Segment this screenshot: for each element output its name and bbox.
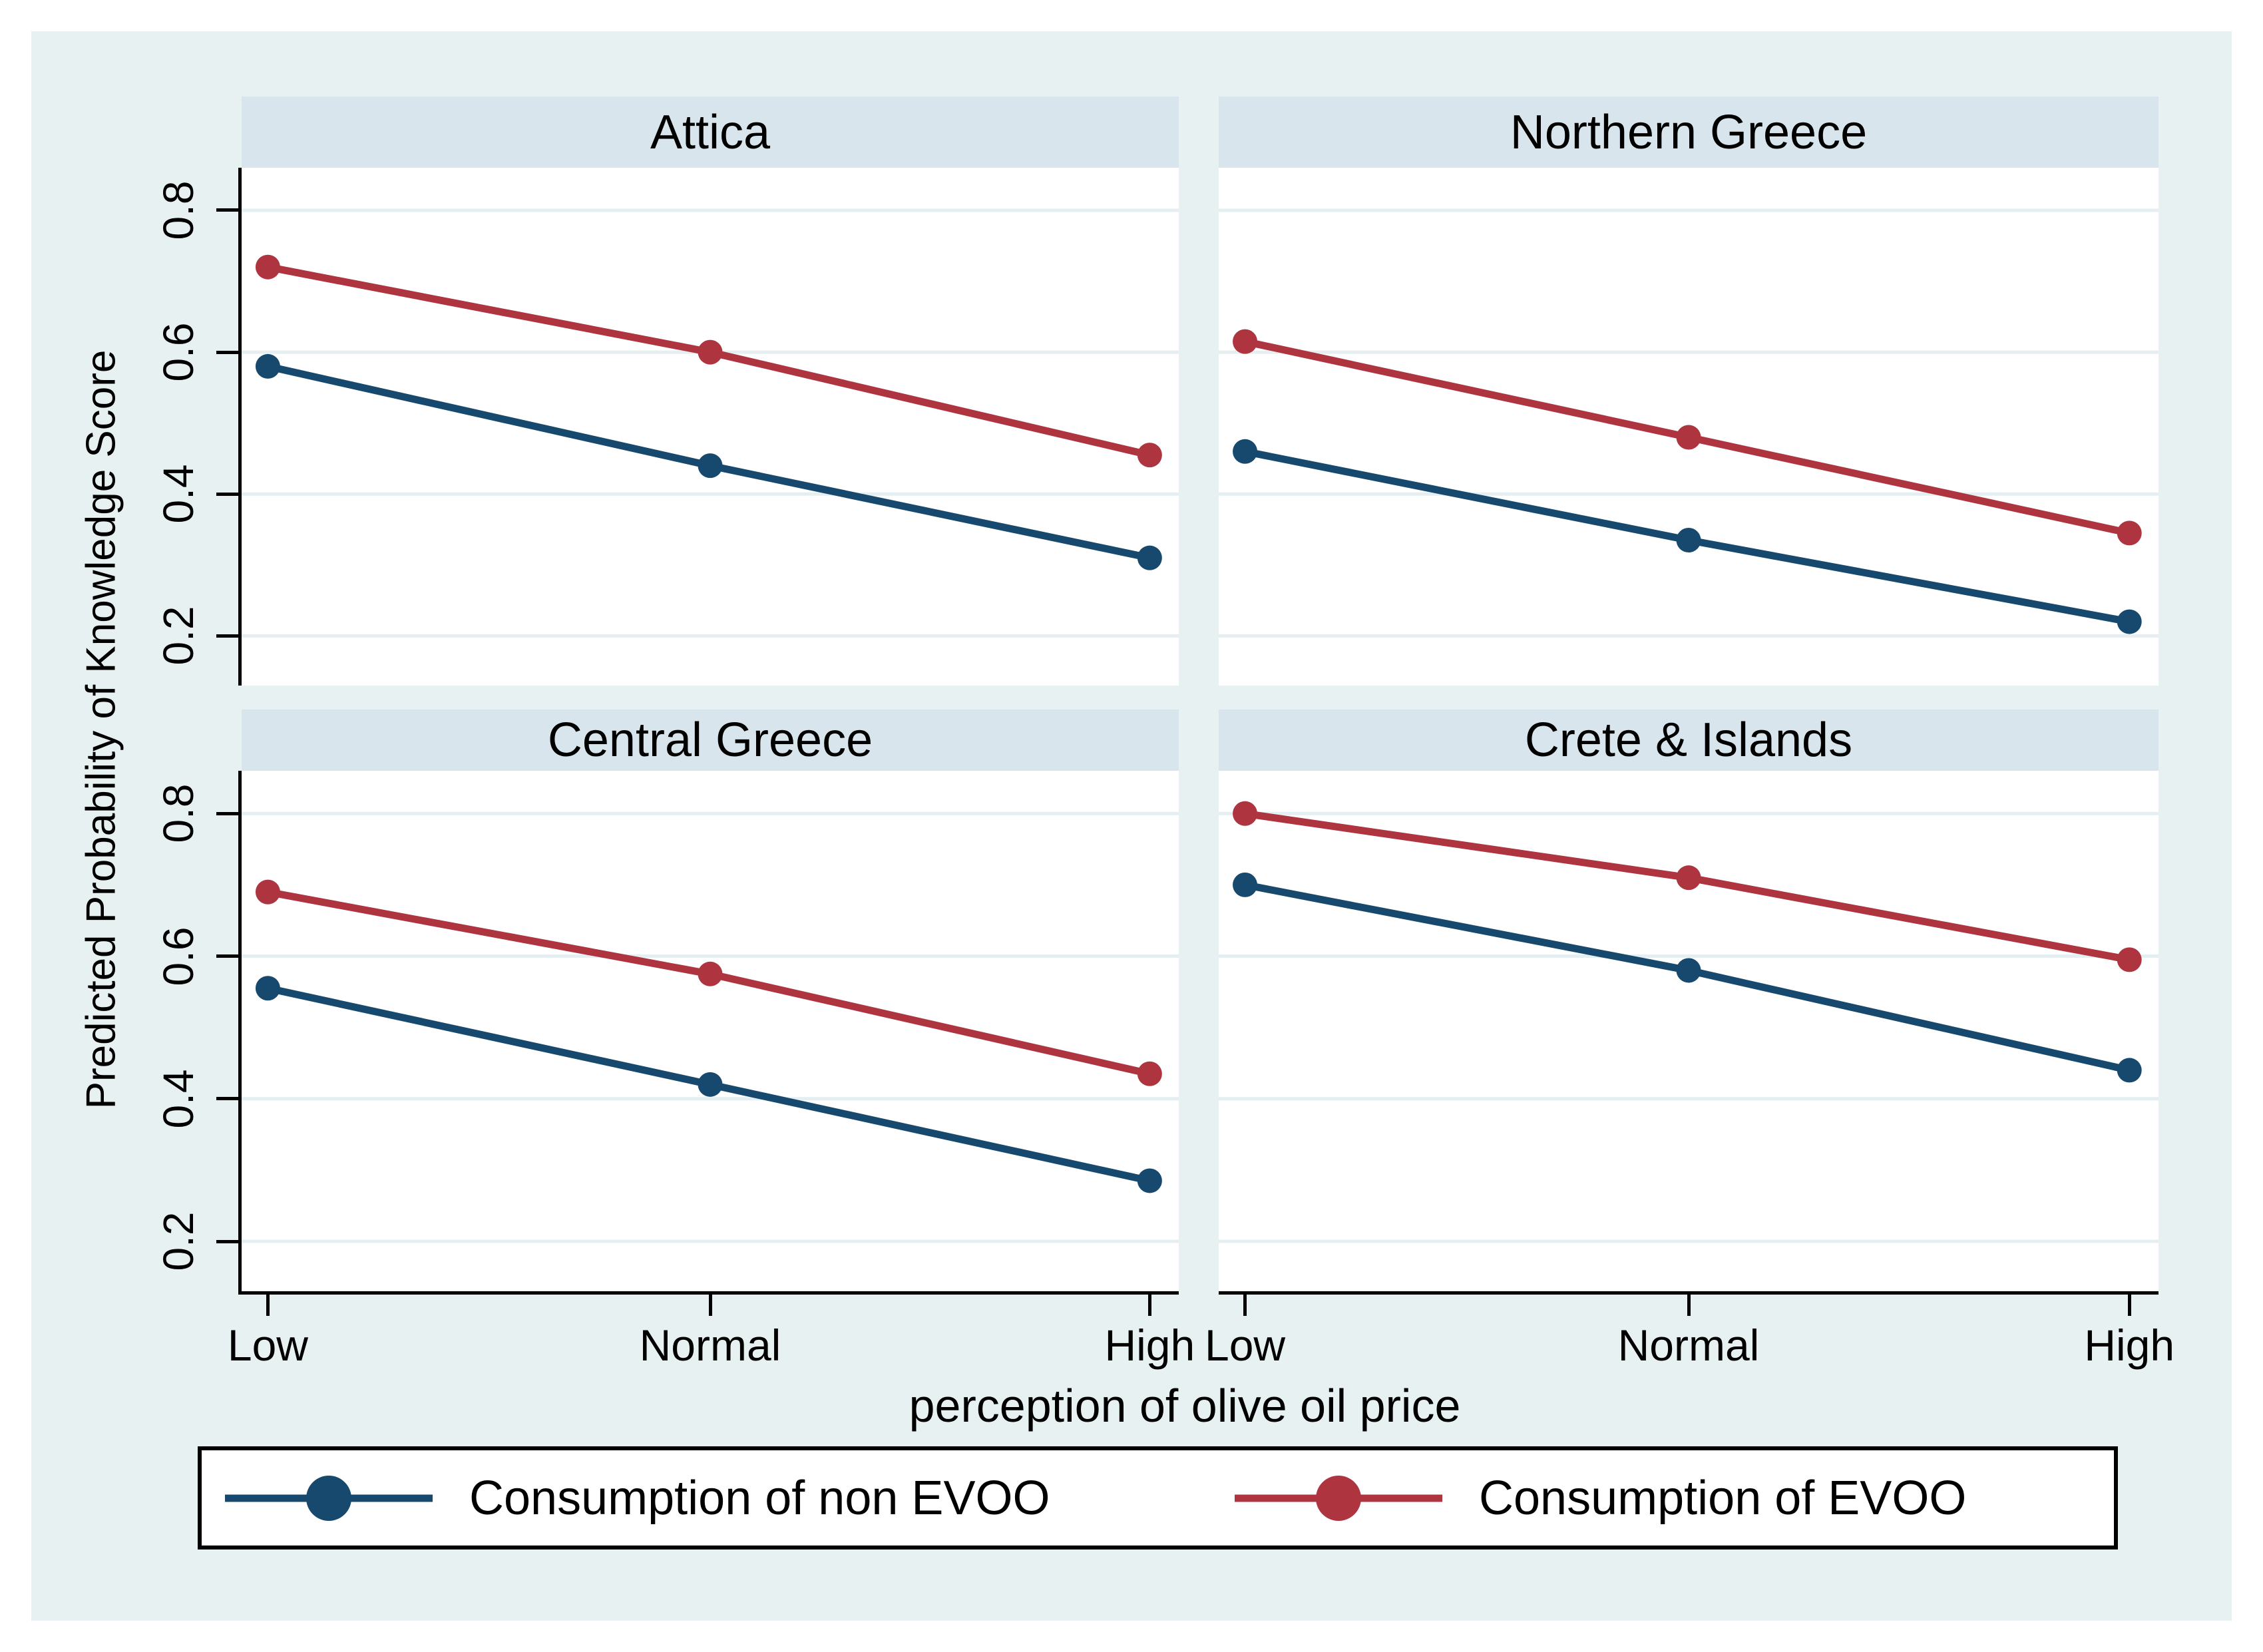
x-tick-label: Normal: [639, 1321, 781, 1370]
x-tick: [1243, 1295, 1247, 1316]
plot-area-crete-islands: [1219, 771, 2159, 1291]
plot-area-central-greece: [242, 771, 1179, 1291]
x-axis-title: perception of olive oil price: [909, 1380, 1461, 1432]
data-point-marker: [2117, 1058, 2142, 1083]
y-axis-line: [238, 771, 242, 1291]
panel-title: Crete & Islands: [1524, 714, 1853, 767]
y-tick-label: 0.2: [154, 1211, 202, 1271]
data-point-marker: [1233, 329, 1258, 354]
legend-label: Consumption of EVOO: [1479, 1471, 1967, 1525]
circle-marker-icon: [1316, 1475, 1361, 1521]
plot-area-northern-greece: [1219, 168, 2159, 686]
x-tick: [2127, 1295, 2131, 1316]
data-point-marker: [255, 976, 280, 1001]
y-tick-label: 0.4: [154, 464, 202, 524]
data-point-marker: [698, 339, 723, 365]
x-tick: [1687, 1295, 1691, 1316]
data-point-marker: [1233, 801, 1258, 826]
y-tick-label: 0.8: [154, 180, 202, 240]
data-point-marker: [698, 1072, 723, 1097]
y-tick-label: 0.6: [154, 322, 202, 382]
data-point-marker: [2117, 947, 2142, 972]
data-point-marker: [1137, 1061, 1162, 1086]
panel-title: Central Greece: [547, 714, 873, 767]
y-tick: [216, 954, 238, 958]
y-tick-label: 0.4: [154, 1069, 202, 1129]
y-tick: [216, 811, 238, 815]
panel-title-band-central-greece: Central Greece: [242, 710, 1179, 771]
x-tick-label: Low: [1204, 1321, 1286, 1370]
x-axis-line: [1219, 1291, 2159, 1295]
panel-canvas: [242, 811, 1179, 1243]
circle-marker-icon: [306, 1475, 351, 1521]
data-point-marker: [255, 353, 280, 379]
legend-item-evoo: Consumption of EVOO: [1235, 1450, 1966, 1546]
data-point-marker: [1676, 958, 1701, 983]
data-point-marker: [2117, 520, 2142, 546]
panel-canvas: [1219, 801, 2159, 1243]
data-point-marker: [1233, 439, 1258, 464]
data-point-marker: [698, 961, 723, 986]
y-axis-line: [238, 168, 242, 686]
data-point-marker: [1137, 443, 1162, 468]
data-point-marker: [1137, 1168, 1162, 1193]
legend-swatch-non-evoo: [225, 1475, 433, 1521]
y-tick: [216, 350, 238, 354]
legend-item-non-evoo: Consumption of non EVOO: [225, 1450, 1050, 1546]
panel-title-band-attica: Attica: [242, 97, 1179, 168]
x-tick-label: High: [2084, 1321, 2175, 1370]
x-axis-line: [238, 1291, 1179, 1295]
data-point-marker: [255, 254, 280, 280]
data-point-marker: [1676, 528, 1701, 553]
x-tick-label: Normal: [1617, 1321, 1760, 1370]
x-tick: [266, 1295, 270, 1316]
data-point-marker: [1137, 545, 1162, 570]
panel-title-band-crete-islands: Crete & Islands: [1219, 710, 2159, 771]
legend-box: Consumption of non EVOO Consumption of E…: [198, 1446, 2118, 1549]
data-point-marker: [1676, 425, 1701, 450]
plot-area-attica: [242, 168, 1179, 686]
legend-label: Consumption of non EVOO: [469, 1471, 1050, 1525]
y-tick: [216, 1239, 238, 1243]
data-point-marker: [1233, 872, 1258, 897]
data-point-marker: [1676, 865, 1701, 891]
x-tick-label: High: [1104, 1321, 1195, 1370]
data-point-marker: [2117, 609, 2142, 634]
y-tick: [216, 634, 238, 638]
data-point-marker: [255, 879, 280, 905]
panel-title-band-northern-greece: Northern Greece: [1219, 97, 2159, 168]
y-tick-label: 0.6: [154, 927, 202, 986]
y-tick: [216, 492, 238, 496]
panel-canvas: [242, 208, 1179, 638]
x-tick: [1147, 1295, 1151, 1316]
y-axis-title: Predicted Probability of Knowledge Score: [78, 349, 124, 1110]
y-tick-label: 0.2: [154, 606, 202, 666]
legend-swatch-evoo: [1235, 1475, 1442, 1521]
panel-title: Attica: [650, 105, 771, 159]
x-tick-label: Low: [227, 1321, 308, 1370]
panel-title: Northern Greece: [1510, 105, 1868, 159]
panel-canvas: [1219, 208, 2159, 638]
y-tick: [216, 208, 238, 212]
y-tick: [216, 1097, 238, 1101]
y-tick-label: 0.8: [154, 783, 202, 843]
data-point-marker: [698, 453, 723, 479]
x-tick: [708, 1295, 712, 1316]
